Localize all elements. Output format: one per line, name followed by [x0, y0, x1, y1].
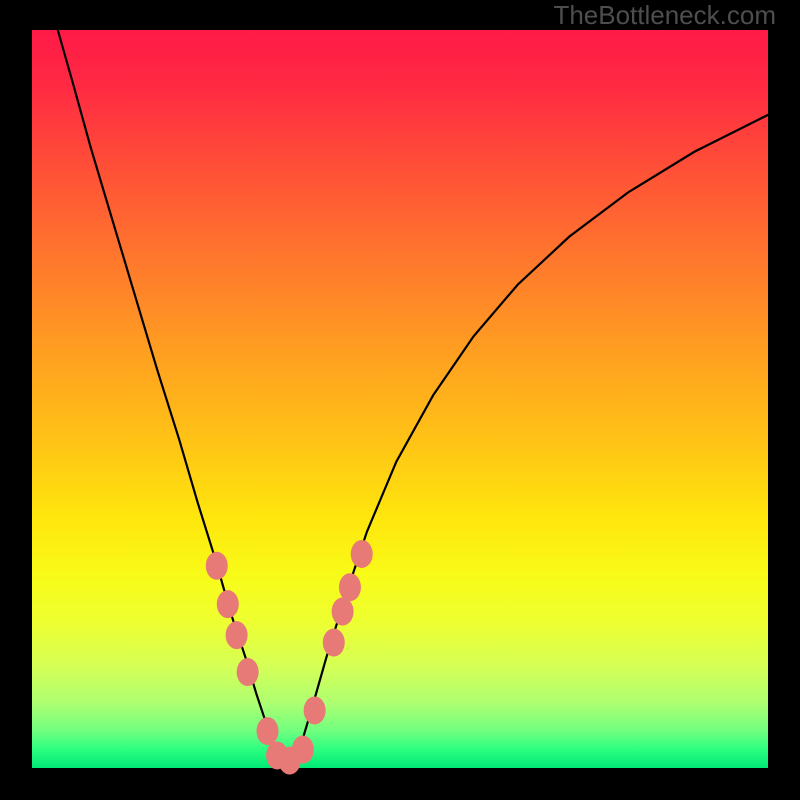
data-marker — [323, 629, 345, 657]
data-marker — [217, 590, 239, 618]
data-marker — [237, 658, 259, 686]
chart-svg — [0, 0, 800, 800]
data-marker — [257, 717, 279, 745]
data-marker — [339, 573, 361, 601]
curve-left — [58, 30, 282, 764]
data-marker — [206, 552, 228, 580]
data-marker — [292, 736, 314, 764]
data-marker — [351, 540, 373, 568]
data-marker — [304, 696, 326, 724]
chart-container: TheBottleneck.com — [0, 0, 800, 800]
data-marker — [226, 621, 248, 649]
curve-right — [293, 115, 768, 764]
data-marker — [332, 598, 354, 626]
